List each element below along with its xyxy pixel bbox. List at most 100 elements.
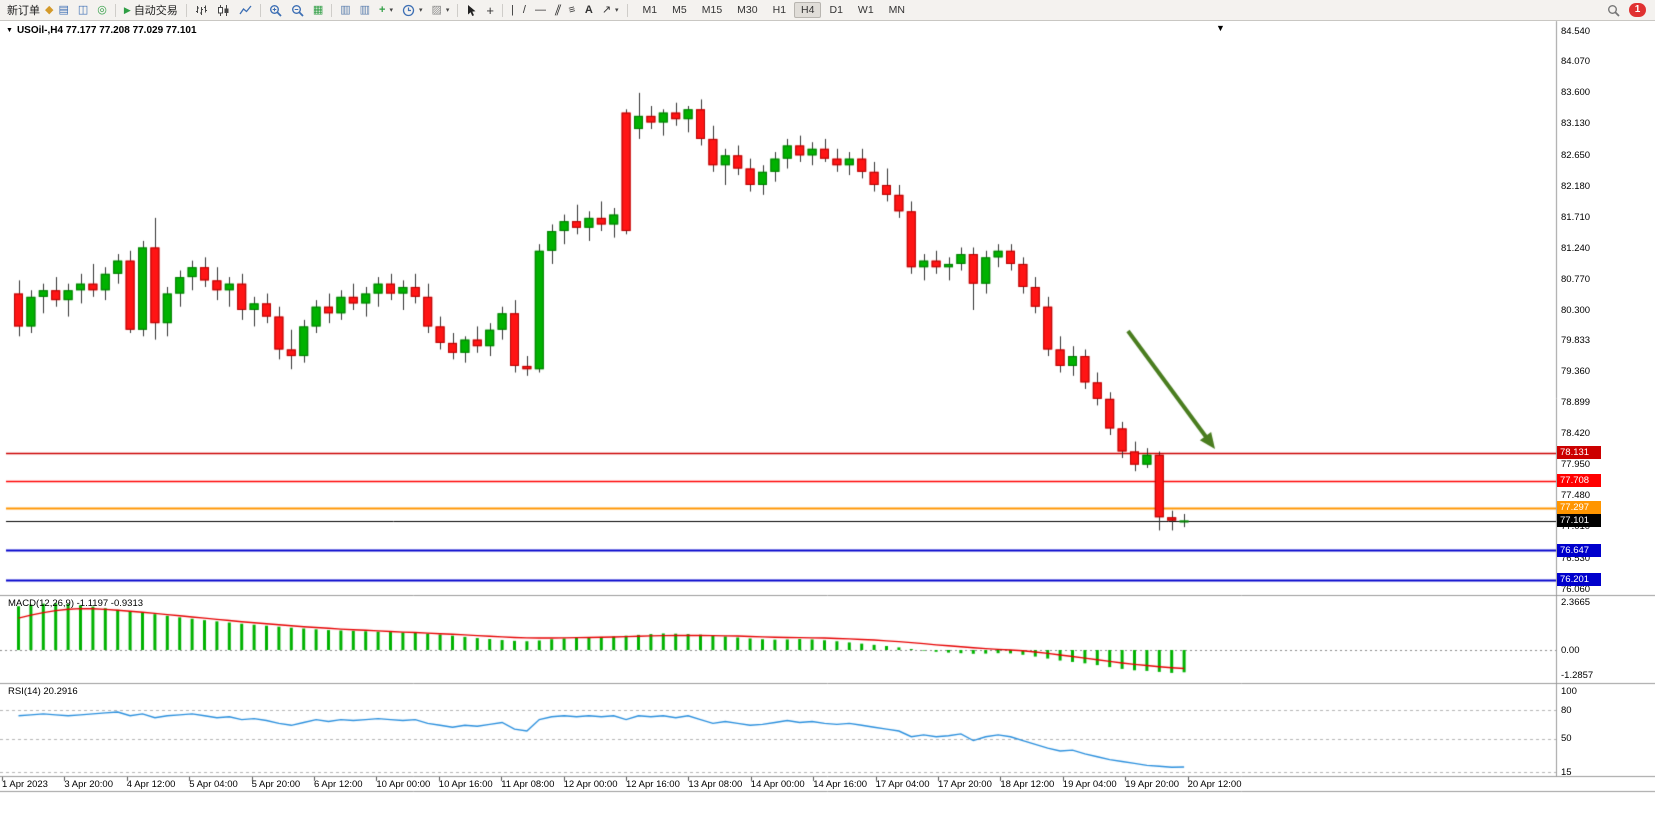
vertical-line-button[interactable]: | bbox=[507, 2, 518, 19]
cursor-icon bbox=[466, 4, 477, 17]
macd-scale-label: -1.2857 bbox=[1561, 670, 1594, 682]
mql5-community-icon[interactable]: ◆ bbox=[45, 3, 54, 16]
fibonacci-icon: ≡ bbox=[567, 2, 578, 17]
zoom-out-icon bbox=[291, 4, 304, 17]
search-button[interactable] bbox=[1603, 2, 1624, 19]
price-axis-label: 81.710 bbox=[1561, 211, 1591, 223]
timeframe-d1-button[interactable]: D1 bbox=[829, 4, 843, 16]
toolbar-separator bbox=[502, 3, 504, 17]
time-axis-label: 10 Apr 00:00 bbox=[376, 779, 431, 790]
time-axis-label: 14 Apr 00:00 bbox=[750, 779, 805, 790]
chevron-down-icon: ▾ bbox=[615, 7, 619, 14]
template-icon: ▨ bbox=[431, 3, 442, 16]
fibonacci-button[interactable]: ≡ bbox=[565, 2, 579, 19]
equidistant-channel-button[interactable]: ∥ bbox=[551, 2, 565, 19]
rsi-scale-label: 100 bbox=[1561, 685, 1577, 697]
crosshair-button[interactable]: + bbox=[482, 2, 498, 19]
auto-trading-label: 自动交易 bbox=[133, 5, 178, 17]
clock-icon bbox=[402, 4, 415, 17]
candlestick-chart-button[interactable] bbox=[213, 2, 234, 19]
tile-windows-button[interactable]: ▦ bbox=[309, 2, 327, 19]
timeframe-h4-button[interactable]: H4 bbox=[794, 2, 822, 18]
time-axis-label: 5 Apr 04:00 bbox=[189, 779, 238, 790]
price-tag: 77.708 bbox=[1557, 474, 1601, 488]
price-axis-label: 83.600 bbox=[1561, 87, 1591, 99]
toolbar-separator bbox=[457, 3, 459, 17]
time-axis-label: 3 Apr 20:00 bbox=[64, 779, 113, 790]
period-button[interactable]: ▾ bbox=[398, 2, 427, 19]
cursor-button[interactable] bbox=[462, 2, 481, 19]
price-axis-label: 82.650 bbox=[1561, 149, 1591, 161]
price-axis-label: 77.480 bbox=[1561, 490, 1591, 502]
trendline-icon: / bbox=[522, 3, 526, 16]
price-tag: 76.647 bbox=[1557, 543, 1601, 557]
price-axis-label: 80.770 bbox=[1561, 273, 1591, 285]
time-axis-label: 19 Apr 04:00 bbox=[1062, 779, 1117, 790]
new-chart-button[interactable]: ▥ bbox=[336, 2, 354, 19]
profiles-button[interactable]: ▥ bbox=[356, 2, 374, 19]
new-order-button[interactable]: 新订单 bbox=[3, 2, 44, 19]
chevron-down-icon: ▾ bbox=[445, 7, 450, 14]
bar-chart-button[interactable] bbox=[191, 2, 212, 19]
time-axis-label: 10 Apr 16:00 bbox=[438, 779, 493, 790]
timeframe-m30-button[interactable]: M30 bbox=[737, 4, 758, 16]
time-axis-label: 17 Apr 04:00 bbox=[875, 779, 930, 790]
add-indicator-plus-icon: + bbox=[379, 3, 386, 16]
price-axis-label: 79.833 bbox=[1561, 335, 1591, 347]
symbol-dropdown-icon[interactable]: ▼ bbox=[6, 27, 13, 34]
toolbar-separator bbox=[626, 3, 628, 17]
timeframe-m5-button[interactable]: M5 bbox=[672, 4, 687, 16]
price-tag: 78.131 bbox=[1557, 446, 1601, 460]
horizontal-line-button[interactable]: — bbox=[531, 2, 550, 19]
time-axis-label: 11 Apr 08:00 bbox=[501, 779, 555, 790]
time-axis-label: 4 Apr 12:00 bbox=[126, 779, 176, 790]
toolbar-separator bbox=[331, 3, 333, 17]
chart-title-text: USOil-,H4 77.177 77.208 77.029 77.101 bbox=[16, 25, 197, 36]
vertical-line-icon: | bbox=[511, 3, 514, 16]
timeframe-m15-button[interactable]: M15 bbox=[701, 4, 723, 16]
macd-indicator-label: MACD(12,26,9) -1.1197 -0.9313 bbox=[8, 598, 144, 609]
auto-trading-button[interactable]: ▶ 自动交易 bbox=[120, 2, 182, 19]
add-indicator-button[interactable]: + ▾ bbox=[375, 2, 397, 19]
line-chart-icon bbox=[239, 4, 252, 17]
price-axis-label: 77.950 bbox=[1561, 459, 1591, 471]
market-watch-button[interactable]: ▤ bbox=[54, 2, 72, 19]
zoom-out-button[interactable] bbox=[287, 2, 308, 19]
data-window-button[interactable]: ◫ bbox=[74, 2, 92, 19]
line-chart-button[interactable] bbox=[235, 2, 256, 19]
text-tool-button[interactable]: A bbox=[581, 2, 597, 19]
time-axis-label: 13 Apr 08:00 bbox=[688, 779, 743, 790]
crosshair-icon: + bbox=[486, 2, 495, 18]
price-axis-label: 76.060 bbox=[1561, 583, 1591, 595]
template-button[interactable]: ▨ ▾ bbox=[428, 2, 454, 19]
price-tag: 76.201 bbox=[1557, 573, 1601, 587]
equidistant-channel-icon: ∥ bbox=[552, 3, 563, 16]
navigator-button[interactable]: ◎ bbox=[93, 2, 111, 19]
tile-windows-icon: ▦ bbox=[312, 3, 324, 16]
chevron-down-icon: ▾ bbox=[389, 7, 393, 14]
price-axis-label: 78.899 bbox=[1561, 396, 1591, 408]
chart-title: ▼ USOil-,H4 77.177 77.208 77.029 77.101 bbox=[6, 25, 197, 36]
scroll-to-end-icon[interactable]: ▼ bbox=[1216, 23, 1225, 33]
timeframe-w1-button[interactable]: W1 bbox=[857, 4, 874, 16]
time-axis-label: 5 Apr 20:00 bbox=[251, 779, 301, 790]
time-axis-label: 6 Apr 12:00 bbox=[314, 779, 363, 790]
search-icon bbox=[1607, 4, 1620, 17]
timeframe-mn-button[interactable]: MN bbox=[888, 4, 906, 16]
macd-scale-label: 0.00 bbox=[1561, 644, 1580, 656]
price-axis-label: 80.300 bbox=[1561, 304, 1591, 316]
timeframe-h1-button[interactable]: H1 bbox=[772, 4, 787, 16]
notification-badge[interactable]: 1 bbox=[1629, 3, 1646, 17]
arrows-tool-button[interactable]: ↗ ▾ bbox=[598, 2, 623, 19]
zoom-in-button[interactable] bbox=[265, 2, 286, 19]
price-axis-label: 76.530 bbox=[1561, 552, 1591, 564]
auto-trading-play-icon: ▶ bbox=[123, 4, 131, 15]
price-axis-label: 79.360 bbox=[1561, 366, 1591, 378]
timeframe-m1-button[interactable]: M1 bbox=[642, 4, 658, 16]
trendline-button[interactable]: / bbox=[519, 2, 530, 19]
time-axis-label: 20 Apr 12:00 bbox=[1187, 779, 1242, 790]
text-tool-icon: A bbox=[584, 3, 593, 16]
price-axis-label: 82.180 bbox=[1561, 180, 1591, 192]
